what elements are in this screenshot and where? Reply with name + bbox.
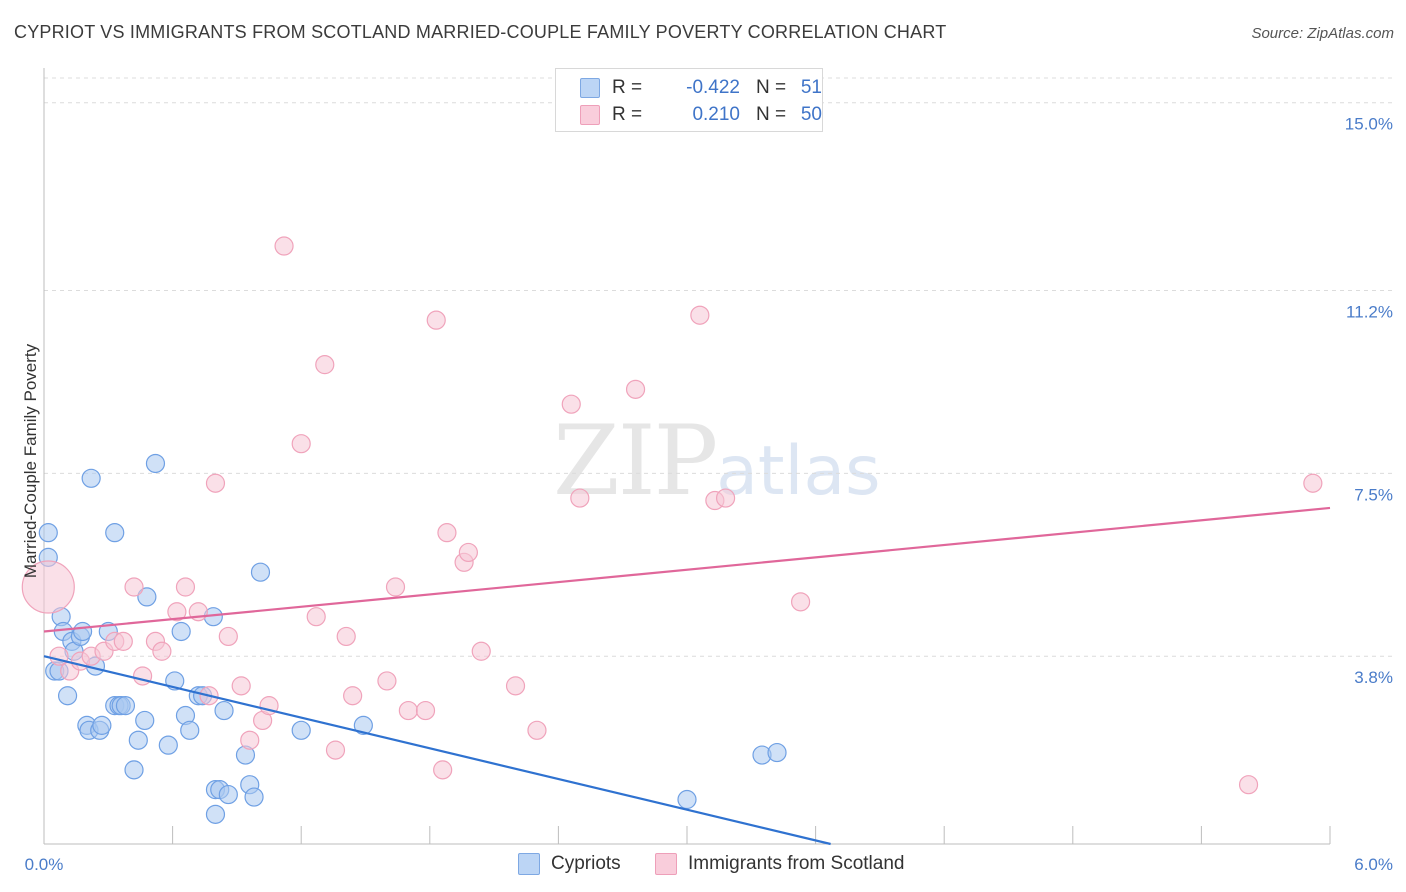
cypriot-point (115, 696, 136, 716)
cypriot-point (124, 760, 144, 780)
scotland-point (415, 700, 436, 721)
scotland-point (471, 641, 491, 661)
legend-r-value: -0.422 (686, 77, 740, 98)
scotland-point (240, 730, 260, 750)
legend-n-value: 50 (800, 104, 822, 125)
scotland-point (336, 626, 356, 647)
scotland-point (690, 305, 710, 325)
cypriot-point (218, 784, 238, 805)
data-points (21, 236, 1323, 824)
cypriot-point (105, 523, 125, 543)
scotland-point (433, 760, 453, 780)
cypriot-point (353, 715, 373, 735)
scotland-point (274, 236, 294, 256)
legend-r-label: R = (612, 77, 643, 98)
scotland-point (218, 626, 238, 647)
scotland-trend-line (43, 506, 1331, 633)
scotland-point (113, 631, 133, 651)
cypriot-point (72, 621, 93, 642)
cypriot-point (81, 468, 101, 488)
cypriot-point (158, 735, 178, 755)
legend-r-value: 0.210 (692, 104, 740, 125)
legend-n-label: N = (756, 104, 787, 125)
y-tick-label: 11.2% (1346, 303, 1393, 322)
legend-swatch-scotland (580, 105, 600, 125)
scotland-point (527, 720, 547, 740)
bottom-legend-swatch-cypriots (518, 853, 540, 875)
scotland-point (715, 488, 736, 508)
scotland-point (315, 355, 335, 375)
scotland-point (398, 700, 418, 721)
correlation-legend: R = -0.422 N = 51 R = 0.210 N = 50 (555, 68, 823, 132)
cypriot-point (145, 453, 166, 474)
watermark-atlas: atlas (716, 432, 881, 511)
scotland-point (291, 434, 311, 454)
y-tick-label: 3.8% (1354, 668, 1393, 687)
y-axis-label: Married-Couple Family Poverty (21, 343, 40, 578)
cypriot-point (205, 804, 226, 824)
scotland-point (790, 592, 811, 612)
scotland-point (175, 577, 196, 597)
y-tick-label: 15.0% (1345, 115, 1393, 134)
cypriot-point (92, 715, 112, 735)
scotland-point (49, 646, 69, 666)
cypriot-point (677, 789, 697, 810)
legend-n-label: N = (756, 77, 787, 98)
cypriot-point (57, 686, 78, 706)
scotland-point (1238, 775, 1259, 795)
scotland-point (343, 686, 363, 706)
legend-r-label: R = (612, 104, 643, 125)
cypriot-point (767, 742, 787, 763)
bottom-legend-label-scotland: Immigrants from Scotland (688, 853, 905, 874)
scotland-point (561, 394, 581, 414)
trend-lines (43, 506, 1331, 846)
x-tick-label: 0.0% (25, 855, 64, 874)
legend-swatch-cypriots (580, 78, 600, 98)
gridlines (44, 77, 1394, 657)
scotland-point (377, 671, 397, 691)
cypriot-point (128, 730, 148, 750)
cypriot-point (135, 710, 155, 731)
cypriot-point (244, 787, 264, 807)
x-tick-label: 6.0% (1354, 855, 1393, 874)
cypriot-point (250, 562, 271, 582)
scotland-point (1303, 473, 1323, 493)
scotland-point (152, 641, 172, 661)
scotland-point (205, 473, 226, 493)
bottom-legend-swatch-scotland (655, 853, 677, 875)
scotland-point (21, 560, 75, 614)
y-tick-label: 7.5% (1354, 485, 1393, 504)
scotland-point (426, 310, 446, 330)
scotland-point (167, 602, 187, 622)
scotland-point (570, 488, 590, 508)
chart-title: CYPRIOT VS IMMIGRANTS FROM SCOTLAND MARR… (14, 22, 947, 42)
axis-labels: 3.8% 7.5% 11.2% 15.0% 0.0% 6.0% Married-Couple… (21, 115, 1393, 874)
cypriot-point (214, 700, 234, 721)
axes (43, 68, 1331, 845)
bottom-legend-label-cypriots: Cypriots (551, 853, 621, 874)
cypriot-point (137, 587, 157, 607)
legend-n-value: 51 (800, 77, 822, 98)
scotland-point (437, 523, 457, 543)
scotland-point (124, 577, 144, 597)
scotland-point (458, 542, 478, 563)
cypriot-trend-line (43, 655, 831, 846)
scotland-point (625, 379, 646, 399)
scotland-point (505, 676, 526, 696)
cypriot-point (38, 523, 58, 543)
scotland-point (231, 676, 251, 696)
source-label: Source: ZipAtlas.com (1251, 25, 1394, 42)
scotland-point (385, 577, 406, 597)
cypriot-point (171, 621, 191, 642)
scotland-point (325, 740, 346, 760)
cypriot-point (291, 720, 311, 740)
scotland-point (306, 607, 326, 627)
cypriot-point (180, 720, 200, 740)
